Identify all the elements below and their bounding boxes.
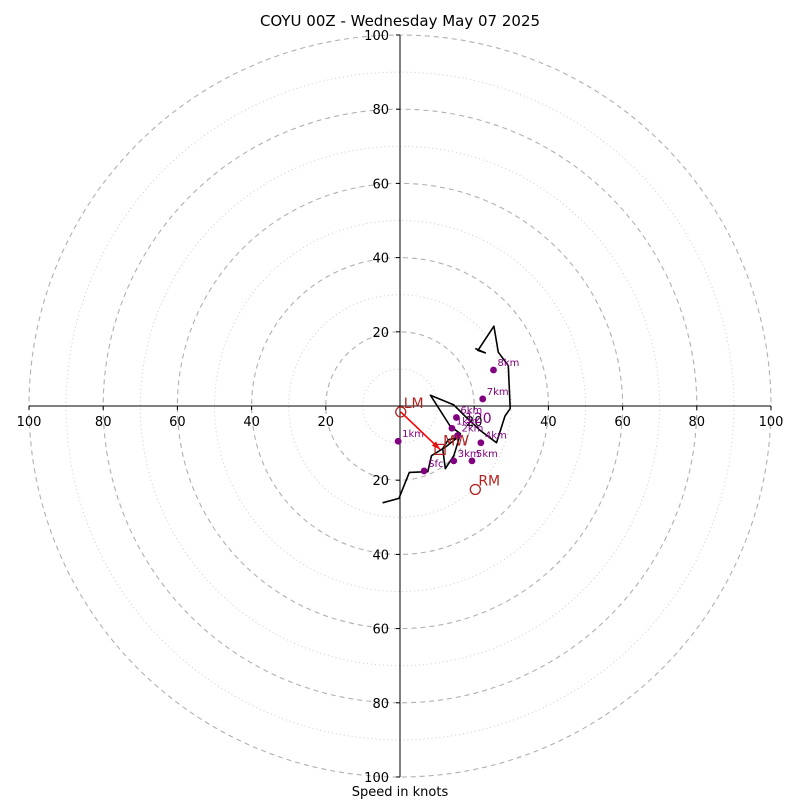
height-marker-point — [452, 414, 460, 421]
height-marker-point — [477, 439, 485, 447]
x-tick-label: 60 — [169, 415, 186, 430]
wind-trace-line — [382, 325, 512, 504]
y-tick-label: 60 — [372, 623, 389, 638]
height-marker-label: 5km — [476, 449, 498, 460]
x-tick-label: 40 — [243, 415, 260, 430]
height-marker-point — [468, 457, 476, 465]
x-tick-label: 100 — [759, 415, 784, 430]
storm-motion-label: RM — [478, 473, 500, 489]
y-tick-label: 80 — [372, 697, 389, 712]
x-tick-label: 20 — [318, 415, 335, 430]
chart-title: COYU 00Z - Wednesday May 07 2025 — [260, 12, 540, 30]
storm-motion: LM MW RM — [395, 396, 500, 496]
y-tick-label: 20 — [372, 326, 389, 341]
height-marker-label: 6km — [460, 406, 482, 417]
x-axis-label: Speed in knots — [352, 785, 449, 800]
wind-trace — [382, 325, 512, 504]
height-marker-label: Sfc — [428, 459, 443, 470]
height-marker-label: 1km — [402, 429, 424, 440]
storm-motion-marker — [395, 406, 407, 418]
storm-motion-marker — [434, 443, 446, 456]
storm-motion-vector — [400, 411, 441, 450]
x-tick-label: 60 — [614, 415, 631, 430]
y-tick-label: 20 — [372, 474, 389, 489]
y-tick-label: 100 — [364, 29, 389, 44]
height-marker-label: 3km — [458, 449, 480, 460]
storm-motion-arrowhead — [431, 441, 441, 450]
x-tick-label: 80 — [95, 415, 112, 430]
height-marker-label: 8km — [497, 358, 519, 369]
height-marker-label: 4km — [485, 431, 507, 442]
y-tick-label: 40 — [372, 252, 389, 267]
x-tick-label: 40 — [540, 415, 557, 430]
storm-motion-label: LM — [404, 396, 424, 412]
storm-motion-marker — [469, 483, 481, 496]
height-marker-label: 2km — [462, 424, 484, 435]
x-tick-label: 100 — [17, 415, 42, 430]
height-marker-label: 7km — [487, 387, 509, 398]
storm-motion-label: MW — [443, 433, 469, 449]
height-marker-point — [394, 437, 402, 445]
y-tick-label: 40 — [372, 548, 389, 563]
axes: 100 80 60 40 20 20 40 60 80 100 100 80 60 40 20 20 40 60 8… — [17, 29, 784, 786]
height-marker-point — [450, 457, 458, 465]
height-marker-point — [420, 467, 428, 475]
height-marker-label: 1km — [456, 416, 478, 427]
height-marker-point — [479, 395, 487, 403]
extra-label: 120 — [465, 411, 492, 427]
y-tick-label: 60 — [372, 177, 389, 192]
height-marker-point — [448, 424, 456, 432]
height-marker-point — [454, 432, 461, 440]
height-marker-point — [490, 366, 497, 374]
x-tick-label: 20 — [466, 415, 483, 430]
y-tick-label: 100 — [364, 771, 389, 786]
y-tick-label: 80 — [372, 103, 389, 118]
x-tick-label: 80 — [689, 415, 706, 430]
